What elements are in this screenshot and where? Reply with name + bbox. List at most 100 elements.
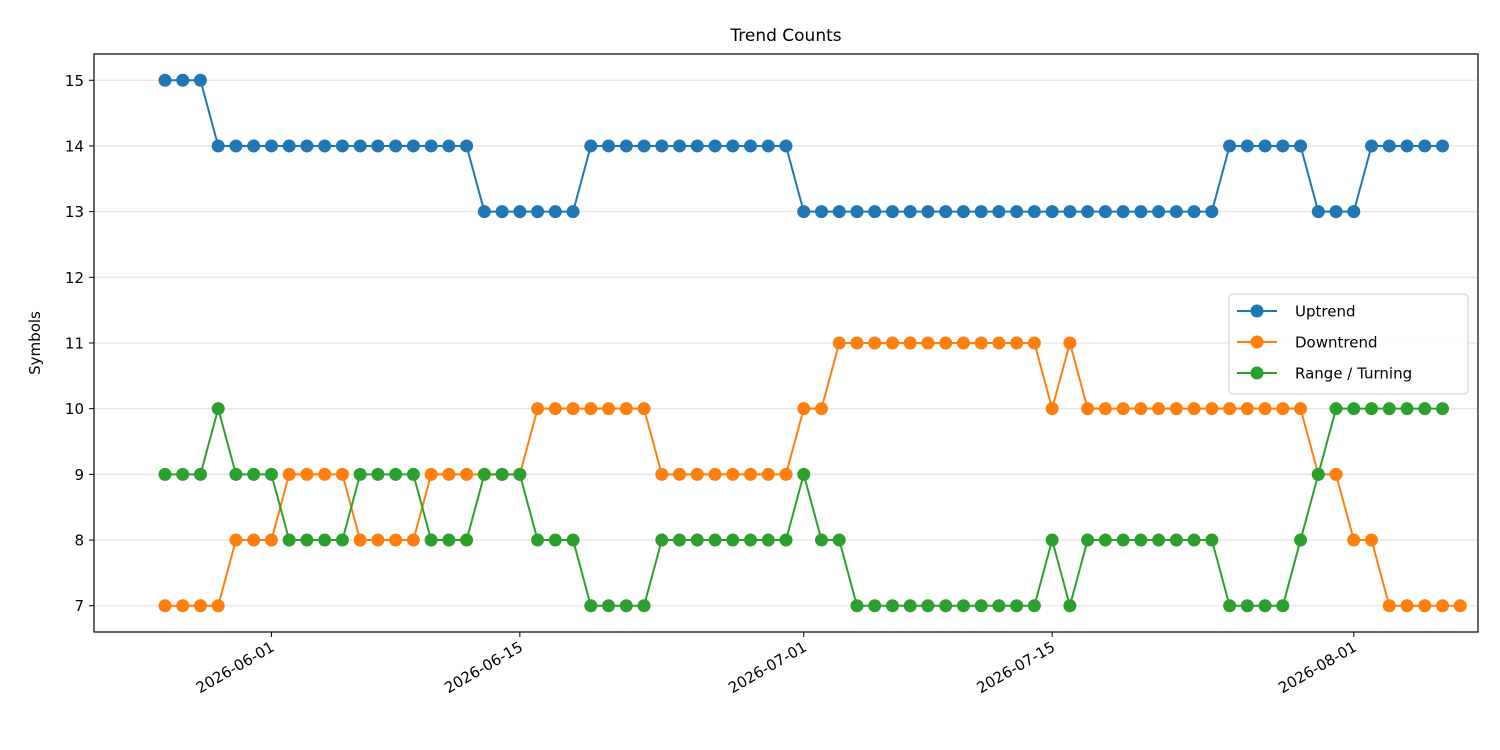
data-point — [1116, 402, 1130, 416]
data-point — [1081, 402, 1095, 416]
data-point — [939, 336, 953, 350]
data-point — [655, 139, 669, 153]
data-point — [193, 73, 207, 87]
data-point — [637, 599, 651, 613]
data-point — [1453, 599, 1467, 613]
data-point — [1223, 139, 1237, 153]
data-point — [885, 336, 899, 350]
data-point — [1436, 402, 1450, 416]
data-point — [1027, 336, 1041, 350]
data-point — [956, 205, 970, 219]
data-point — [832, 205, 846, 219]
data-point — [779, 139, 793, 153]
data-point — [406, 533, 420, 547]
data-point — [282, 533, 296, 547]
data-point — [1134, 402, 1148, 416]
data-point — [193, 599, 207, 613]
data-point — [655, 533, 669, 547]
series-line — [164, 404, 1443, 610]
data-point — [247, 139, 261, 153]
data-point — [300, 467, 314, 481]
data-point — [1152, 402, 1166, 416]
y-tick-label: 10 — [65, 400, 84, 418]
data-point — [211, 599, 225, 613]
data-point — [921, 205, 935, 219]
series-3 — [158, 402, 1450, 613]
data-point — [956, 599, 970, 613]
data-point — [939, 205, 953, 219]
series-layer — [158, 73, 1467, 613]
data-point — [726, 533, 740, 547]
data-point — [761, 467, 775, 481]
data-point — [903, 336, 917, 350]
data-point — [176, 73, 190, 87]
data-point — [690, 533, 704, 547]
data-point — [176, 467, 190, 481]
legend-item: Range / Turning — [1237, 365, 1412, 383]
data-point — [1347, 402, 1361, 416]
data-point — [921, 599, 935, 613]
data-point — [779, 467, 793, 481]
y-tick-label: 11 — [65, 335, 84, 353]
data-point — [566, 205, 580, 219]
y-tick-label: 7 — [74, 597, 84, 615]
data-point — [797, 205, 811, 219]
data-point — [1205, 205, 1219, 219]
x-tick-label: 2026-08-01 — [1275, 638, 1360, 697]
data-point — [1045, 205, 1059, 219]
data-point — [1258, 599, 1272, 613]
data-point — [1329, 205, 1343, 219]
data-point — [318, 467, 332, 481]
data-point — [1169, 402, 1183, 416]
data-point — [921, 336, 935, 350]
data-point — [1382, 599, 1396, 613]
data-point — [548, 533, 562, 547]
data-point — [1276, 402, 1290, 416]
data-point — [708, 139, 722, 153]
data-point — [726, 139, 740, 153]
data-point — [460, 139, 474, 153]
y-axis: 7 8 9 10 11 12 13 14 15 — [65, 72, 94, 615]
data-point — [566, 402, 580, 416]
data-point — [1294, 139, 1308, 153]
data-point — [1418, 402, 1432, 416]
data-point — [353, 139, 367, 153]
data-point — [1010, 336, 1024, 350]
data-point — [850, 336, 864, 350]
data-point — [531, 533, 545, 547]
y-tick-label: 15 — [65, 72, 84, 90]
data-point — [1187, 402, 1201, 416]
data-point — [637, 139, 651, 153]
data-point — [1400, 402, 1414, 416]
data-point — [1347, 205, 1361, 219]
data-point — [1187, 533, 1201, 547]
data-point — [868, 205, 882, 219]
data-point — [1311, 205, 1325, 219]
data-point — [584, 402, 598, 416]
data-point — [1081, 533, 1095, 547]
data-point — [1063, 205, 1077, 219]
data-point — [1400, 599, 1414, 613]
data-point — [1365, 533, 1379, 547]
data-point — [1063, 599, 1077, 613]
data-point — [1258, 402, 1272, 416]
data-point — [318, 533, 332, 547]
data-point — [1329, 402, 1343, 416]
data-point — [602, 599, 616, 613]
legend-marker — [1250, 366, 1264, 380]
data-point — [1436, 139, 1450, 153]
data-point — [1187, 205, 1201, 219]
data-point — [442, 533, 456, 547]
data-point — [832, 533, 846, 547]
data-point — [1382, 402, 1396, 416]
data-point — [673, 533, 687, 547]
data-point — [885, 599, 899, 613]
data-point — [1347, 533, 1361, 547]
data-point — [460, 533, 474, 547]
data-point — [1436, 599, 1450, 613]
data-point — [832, 336, 846, 350]
y-tick-label: 8 — [74, 532, 84, 550]
data-point — [335, 533, 349, 547]
data-point — [1010, 599, 1024, 613]
